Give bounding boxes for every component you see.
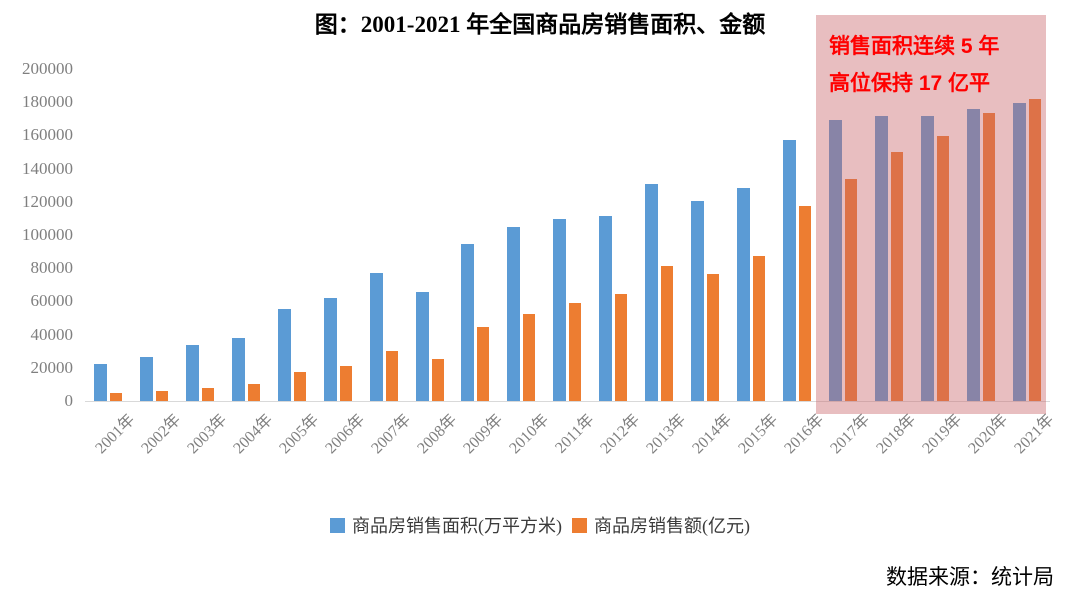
amount-bar-2016年 [799, 205, 812, 401]
y-tick-label-200000: 200000 [22, 59, 73, 78]
y-tick-label-0: 0 [64, 391, 74, 410]
area-bar-2002年 [139, 356, 153, 401]
y-tick-label-60000: 60000 [30, 291, 74, 311]
source-note: 数据来源：统计局 [886, 565, 1054, 589]
area-bar-2021年 [1012, 103, 1026, 401]
area-bar-2017年 [828, 119, 842, 401]
y-tick-label-120000: 120000 [22, 191, 73, 211]
area-series-swatch-icon [330, 517, 345, 533]
amount-bar-2001年 [109, 392, 122, 401]
amount-bar-2020年 [982, 112, 995, 401]
amount-bar-2003年 [201, 387, 214, 401]
area-bar-2019年 [920, 116, 934, 401]
chart-title: 图：2001-2021 年全国商品房销售面积、金额 [314, 12, 766, 37]
x-tick-label-2021年: 2021年 [1011, 411, 1058, 458]
amount-bar-2012年 [615, 294, 628, 401]
amount-bar-2019年 [936, 135, 949, 401]
bar-group-2013年 [645, 184, 674, 401]
area-bar-2006年 [323, 298, 337, 401]
y-tick-label-40000: 40000 [30, 324, 74, 344]
amount-bar-2006年 [339, 366, 352, 401]
amount-bar-2005年 [293, 371, 306, 401]
area-bar-2015年 [737, 187, 751, 401]
area-bar-2007年 [369, 272, 383, 401]
y-tick-label-20000: 20000 [30, 357, 74, 377]
bar-group-2007年 [369, 272, 398, 401]
legend-item-amount: 商品房销售额(亿元) [572, 512, 750, 538]
area-bar-2012年 [599, 216, 613, 401]
bar-group-2003年 [185, 345, 214, 401]
bar-group-2011年 [553, 218, 582, 401]
legend-label-area: 商品房销售面积(万平方米) [352, 516, 562, 536]
y-tick-label-140000: 140000 [22, 158, 73, 178]
bar-group-2020年 [966, 108, 995, 401]
amount-bar-2009年 [477, 327, 490, 401]
bar-group-2006年 [323, 298, 352, 401]
area-bar-2009年 [461, 243, 475, 401]
area-bar-2013年 [645, 184, 659, 401]
amount-bar-2021年 [1028, 99, 1041, 401]
bar-group-2019年 [920, 116, 949, 401]
amount-bar-2015年 [753, 256, 766, 401]
bar-group-2008年 [415, 291, 444, 401]
y-tick-label-100000: 100000 [22, 225, 73, 244]
bar-group-2009年 [461, 243, 490, 401]
area-bar-2016年 [783, 139, 797, 401]
bar-group-2021年 [1012, 99, 1041, 401]
area-bar-2020年 [966, 108, 980, 401]
plot-area [85, 69, 1050, 402]
amount-bar-2013年 [661, 265, 674, 401]
bar-group-2002年 [139, 356, 168, 401]
area-bar-2003年 [185, 345, 199, 401]
area-bar-2001年 [93, 363, 107, 401]
amount-bar-2018年 [890, 152, 903, 401]
highlight-region: 销售面积连续 5 年 高位保持 17 亿平 [816, 15, 1046, 414]
bar-group-2016年 [783, 139, 812, 401]
legend-item-area: 商品房销售面积(万平方米) [330, 512, 562, 538]
amount-bar-2002年 [155, 391, 168, 401]
bar-group-2015年 [737, 187, 766, 401]
amount-bar-2007年 [385, 351, 398, 401]
area-bar-2011年 [553, 218, 567, 401]
amount-series-swatch-icon [572, 517, 587, 533]
area-bar-2010年 [507, 227, 521, 401]
legend: 商品房销售面积(万平方米) 商品房销售额(亿元) [0, 512, 1080, 538]
amount-bar-2017年 [844, 179, 857, 401]
y-tick-label-80000: 80000 [30, 258, 74, 278]
area-bar-2018年 [874, 116, 888, 401]
bar-group-2001年 [93, 363, 122, 401]
y-tick-label-160000: 160000 [22, 125, 73, 145]
bar-group-2012年 [599, 216, 628, 401]
area-bar-2004年 [231, 337, 245, 401]
annotation-line-2: 高位保持 17 亿平 [829, 72, 991, 95]
y-tick-label-180000: 180000 [22, 92, 73, 112]
legend-label-amount: 商品房销售额(亿元) [594, 516, 750, 536]
area-bar-2008年 [415, 291, 429, 401]
amount-bar-2008年 [431, 359, 444, 401]
amount-bar-2010年 [523, 313, 536, 401]
amount-bar-2004年 [247, 383, 260, 401]
annotation-line-1: 销售面积连续 5 年 [829, 35, 1000, 58]
area-bar-2014年 [691, 200, 705, 401]
amount-bar-2011年 [569, 302, 582, 401]
bar-group-2010年 [507, 227, 536, 401]
bar-group-2004年 [231, 337, 260, 401]
bar-group-2017年 [828, 119, 857, 401]
amount-bar-2014年 [707, 274, 720, 401]
bar-group-2018年 [874, 116, 903, 401]
bar-group-2005年 [277, 308, 306, 401]
area-bar-2005年 [277, 308, 291, 401]
bar-group-2014年 [691, 200, 720, 401]
